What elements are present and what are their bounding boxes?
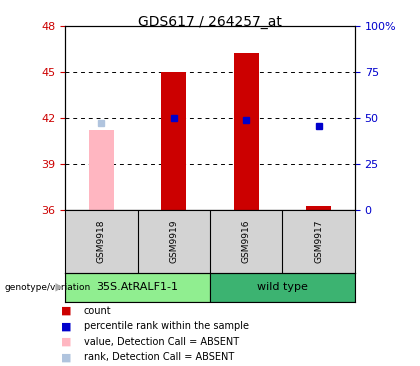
Text: GSM9917: GSM9917 bbox=[314, 220, 323, 263]
Text: ■: ■ bbox=[61, 321, 71, 332]
Bar bbox=[161, 72, 186, 210]
Bar bbox=[89, 130, 114, 210]
Text: ■: ■ bbox=[61, 352, 71, 362]
Text: value, Detection Call = ABSENT: value, Detection Call = ABSENT bbox=[84, 337, 239, 347]
Bar bbox=[234, 53, 259, 210]
Text: count: count bbox=[84, 306, 112, 316]
Text: percentile rank within the sample: percentile rank within the sample bbox=[84, 321, 249, 332]
Text: ■: ■ bbox=[61, 337, 71, 347]
Bar bbox=[210, 273, 355, 302]
Text: GSM9916: GSM9916 bbox=[242, 220, 251, 263]
Text: rank, Detection Call = ABSENT: rank, Detection Call = ABSENT bbox=[84, 352, 234, 362]
Text: 35S.AtRALF1-1: 35S.AtRALF1-1 bbox=[97, 282, 178, 292]
Bar bbox=[65, 273, 210, 302]
Text: ■: ■ bbox=[61, 306, 71, 316]
Text: GSM9918: GSM9918 bbox=[97, 220, 106, 263]
Text: GSM9919: GSM9919 bbox=[169, 220, 178, 263]
Text: genotype/variation: genotype/variation bbox=[4, 283, 90, 292]
Text: GDS617 / 264257_at: GDS617 / 264257_at bbox=[138, 15, 282, 29]
Bar bbox=[306, 206, 331, 210]
Text: wild type: wild type bbox=[257, 282, 308, 292]
